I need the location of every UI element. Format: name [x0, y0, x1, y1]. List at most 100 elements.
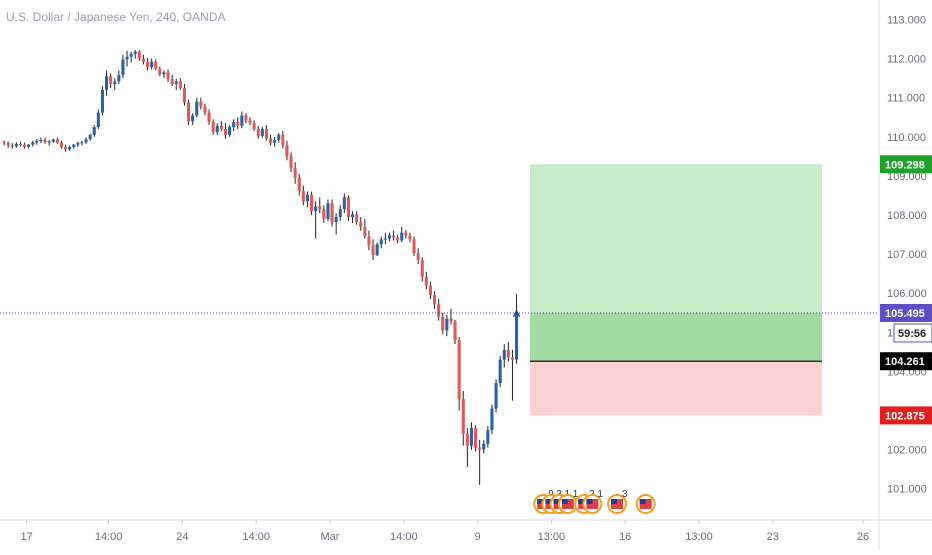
flag-canton [537, 499, 544, 504]
bear-candle [355, 214, 359, 223]
bear-candle [6, 143, 10, 146]
long-position-tool[interactable] [529, 164, 822, 416]
bear-candle [293, 168, 297, 178]
bull-candle [100, 89, 104, 113]
price-tick-label: 113.000 [887, 15, 926, 27]
bear-candle [2, 142, 6, 144]
target-price-tag: 109.298 [885, 159, 925, 171]
bull-candle [469, 428, 473, 446]
price-tick-label: 108.000 [887, 210, 927, 222]
flag-canton [611, 499, 617, 504]
stop-price-tag-bg [880, 406, 932, 425]
bull-candle [96, 112, 100, 128]
bear-candle [506, 349, 510, 358]
entry-price-tag: 104.261 [885, 356, 925, 368]
bear-candle [281, 134, 285, 146]
bear-candle [166, 72, 170, 79]
time-tick-label: 14:00 [242, 531, 270, 543]
bear-candle [252, 122, 256, 130]
bull-candle [400, 232, 404, 241]
event-flag[interactable]: 3 [607, 489, 628, 514]
bear-candle [187, 102, 191, 122]
bull-candle [47, 141, 51, 143]
bull-candle [133, 51, 137, 54]
bull-candle [113, 81, 117, 85]
bull-candle [162, 72, 166, 75]
bull-candle [174, 81, 178, 85]
bull-candle [51, 139, 55, 142]
bull-candle [80, 142, 84, 144]
events-layer[interactable]: 9311213 [533, 489, 656, 514]
filled-profit-zone [529, 312, 822, 362]
bear-candle [23, 144, 27, 148]
candles-layer [2, 50, 519, 485]
flag-canton [553, 499, 560, 504]
bull-candle [486, 430, 490, 444]
target-price-tag-bg [880, 155, 932, 174]
bull-candle [240, 115, 244, 126]
last-bar-arrow-icon [512, 309, 521, 318]
bull-candle [105, 76, 109, 90]
bear-candle [203, 106, 207, 113]
bear-candle [137, 51, 141, 59]
bull-candle [228, 127, 232, 135]
bear-candle [346, 197, 350, 217]
event-flag[interactable] [635, 494, 656, 514]
time-tick-label: 23 [767, 531, 779, 543]
bull-candle [383, 238, 387, 240]
bear-candle [18, 143, 22, 145]
time-tick-label: 16 [619, 531, 631, 543]
bull-candle [232, 121, 236, 128]
bear-candle [474, 428, 478, 448]
bear-candle [424, 276, 428, 286]
flag-canton [545, 499, 552, 504]
time-tick-label: 17 [20, 531, 32, 543]
time-tick-label: 14:00 [95, 531, 123, 543]
bear-candle [301, 190, 305, 202]
bear-candle [465, 433, 469, 446]
bear-candle [363, 226, 367, 237]
bull-candle [88, 134, 92, 140]
bear-candle [408, 235, 412, 240]
bull-candle [490, 408, 494, 431]
bear-candle [170, 78, 174, 85]
countdown-tag: 59:56 [898, 328, 926, 340]
bear-candle [178, 81, 182, 88]
current-price-tag-bg [880, 303, 932, 322]
price-tick-label: 106.000 [887, 288, 927, 300]
price-tick-label: 110.000 [887, 132, 926, 144]
bull-candle [445, 318, 449, 331]
bear-candle [371, 245, 375, 255]
bull-candle [39, 139, 43, 141]
bull-candle [35, 140, 39, 143]
flag-canton [586, 499, 593, 504]
bear-candle [359, 222, 363, 227]
bull-candle [494, 383, 498, 409]
chart-title: U.S. Dollar / Japanese Yen, 240, OANDA [6, 10, 225, 24]
bull-candle [76, 143, 80, 145]
bear-candle [428, 285, 432, 296]
bull-candle [277, 134, 281, 140]
bear-candle [420, 260, 424, 277]
bull-candle [260, 129, 264, 137]
price-tick-label: 102.000 [887, 445, 927, 457]
time-axis[interactable]: 17 14:00 24 14:00 Mar 14:00 9 13:00 16 13:00 23 26 [20, 520, 869, 543]
bull-candle [121, 59, 125, 76]
bear-candle [244, 115, 248, 121]
bear-candle [285, 145, 289, 157]
price-tick-label: 109.000 [887, 171, 927, 183]
bear-candle [330, 203, 334, 223]
bear-candle [437, 304, 441, 317]
bear-candle [248, 120, 252, 123]
bear-candle [412, 239, 416, 254]
bear-candle [182, 87, 186, 103]
bear-candle [310, 194, 314, 212]
price-tick-label: 112.000 [887, 54, 926, 66]
bear-candle [457, 340, 461, 399]
time-tick-label: Mar [321, 531, 340, 543]
bear-candle [461, 398, 465, 434]
bull-candle [515, 312, 519, 360]
event-flag[interactable]: 1 [582, 489, 603, 514]
